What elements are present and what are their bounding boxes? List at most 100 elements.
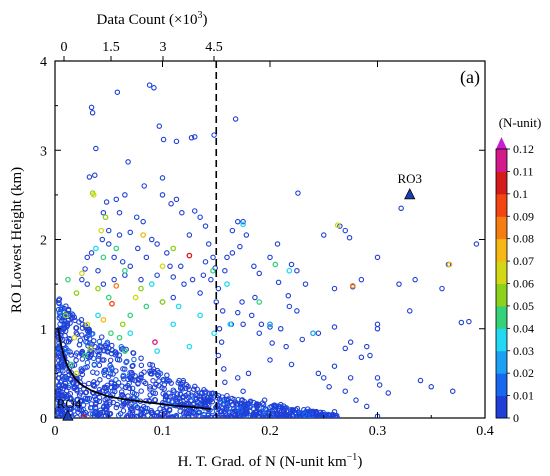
data-point bbox=[358, 276, 365, 283]
cluster-point bbox=[91, 362, 98, 368]
data-point bbox=[202, 223, 209, 229]
data-point bbox=[88, 104, 95, 111]
cluster-point bbox=[84, 359, 91, 366]
colorbar-segment bbox=[496, 238, 507, 262]
cluster-point bbox=[98, 334, 105, 340]
data-point bbox=[286, 303, 293, 310]
colorbar-tick-label: 0.02 bbox=[513, 366, 534, 380]
cluster-point bbox=[79, 348, 86, 355]
data-point bbox=[211, 132, 217, 138]
cluster-point bbox=[193, 412, 199, 418]
data-point bbox=[202, 259, 209, 265]
cluster-point bbox=[208, 393, 214, 400]
data-point bbox=[275, 279, 282, 286]
highlight-point bbox=[132, 294, 139, 301]
cluster-point bbox=[198, 396, 204, 403]
cluster-point bbox=[162, 400, 168, 406]
data-point bbox=[160, 136, 167, 143]
cluster-point bbox=[74, 414, 80, 418]
data-point bbox=[252, 294, 258, 301]
cluster-point bbox=[78, 407, 84, 413]
data-point bbox=[285, 292, 292, 299]
highlight-point bbox=[154, 348, 160, 354]
cluster-point bbox=[147, 370, 154, 377]
data-point bbox=[269, 340, 275, 346]
data-point bbox=[156, 123, 163, 129]
cluster-point bbox=[224, 414, 230, 418]
data-point bbox=[151, 85, 157, 91]
cluster-point bbox=[63, 339, 70, 345]
data-point bbox=[119, 259, 126, 265]
highlight-point bbox=[152, 339, 158, 345]
data-point bbox=[229, 227, 236, 234]
y-axis-ticks: 0 1 2 3 4 bbox=[40, 55, 485, 427]
data-point bbox=[106, 227, 112, 234]
data-point bbox=[310, 410, 316, 417]
data-point bbox=[224, 392, 230, 399]
highlight-point bbox=[310, 330, 316, 337]
highlight-point bbox=[109, 300, 115, 307]
cluster-point bbox=[108, 380, 114, 387]
data-point bbox=[111, 254, 117, 261]
y-tick-label: 3 bbox=[40, 144, 47, 159]
cluster-point bbox=[114, 401, 120, 408]
cluster-point bbox=[259, 408, 266, 415]
cluster-point bbox=[84, 364, 90, 370]
cluster-point bbox=[111, 384, 118, 391]
data-point bbox=[99, 236, 106, 243]
cluster-point bbox=[57, 309, 63, 316]
cluster-point bbox=[239, 397, 245, 404]
data-point bbox=[200, 272, 207, 278]
highlight-point bbox=[68, 361, 74, 368]
data-point bbox=[342, 227, 348, 234]
data-point bbox=[439, 285, 445, 292]
data-point bbox=[86, 174, 93, 180]
cluster-point bbox=[118, 344, 125, 350]
cluster-point bbox=[76, 392, 83, 398]
colorbar-extend-arrow bbox=[496, 137, 507, 149]
cluster-point bbox=[55, 345, 62, 351]
cluster-point bbox=[94, 348, 100, 355]
data-point bbox=[346, 234, 353, 241]
data-point bbox=[315, 330, 322, 336]
cluster-point bbox=[214, 403, 220, 409]
cluster-point bbox=[141, 414, 147, 418]
cluster-point bbox=[207, 414, 214, 418]
data-point bbox=[138, 276, 144, 283]
cluster-point bbox=[333, 414, 339, 418]
highlight-point bbox=[159, 299, 166, 305]
data-point bbox=[267, 357, 273, 363]
cluster-point bbox=[108, 350, 115, 357]
points-layer bbox=[55, 82, 480, 418]
cluster-point bbox=[218, 399, 224, 405]
data-point bbox=[215, 285, 222, 292]
data-point bbox=[178, 263, 184, 270]
cluster-point bbox=[74, 331, 80, 338]
highlight-point bbox=[170, 245, 177, 252]
data-point bbox=[235, 375, 241, 381]
cluster-point bbox=[187, 409, 193, 415]
highlight-point bbox=[186, 252, 193, 259]
data-point bbox=[449, 388, 456, 394]
highlight-point bbox=[122, 267, 128, 274]
colorbar-tick-label: 0 bbox=[513, 411, 519, 425]
plot-area: RO3 RO4 (a) bbox=[54, 60, 486, 421]
cluster-point bbox=[91, 379, 97, 385]
highlight-point bbox=[227, 321, 234, 328]
cluster-point bbox=[90, 382, 97, 389]
data-point bbox=[248, 312, 255, 319]
data-point bbox=[288, 261, 295, 268]
data-point bbox=[92, 172, 98, 178]
cluster-point bbox=[74, 396, 80, 403]
top-tick-label: 1.5 bbox=[102, 40, 120, 55]
cluster-point bbox=[177, 391, 184, 398]
highlight-point bbox=[186, 343, 193, 350]
cluster-point bbox=[101, 357, 107, 363]
cluster-point bbox=[152, 390, 159, 397]
colorbar-tick-label: 0.07 bbox=[513, 254, 534, 268]
cluster-point bbox=[122, 384, 129, 391]
cluster-point bbox=[106, 367, 113, 373]
data-point bbox=[113, 196, 120, 203]
cluster-point bbox=[281, 405, 288, 411]
data-point bbox=[374, 375, 381, 381]
